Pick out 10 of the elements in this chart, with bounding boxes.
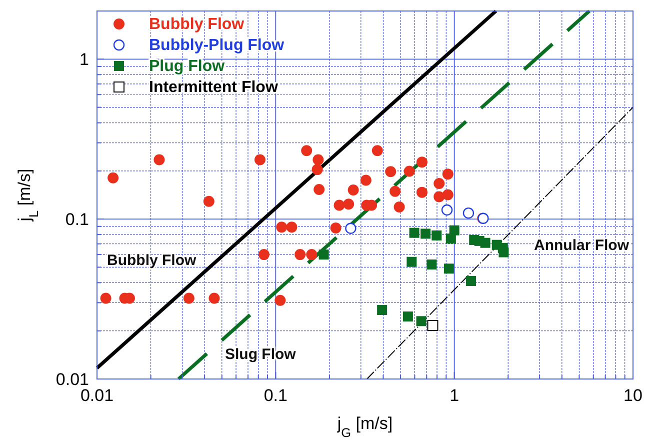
y-tick-label: 0.1 xyxy=(65,210,89,230)
x-axis-title: j$_{G}$ [m/s] xyxy=(336,414,393,440)
y-tick-label: 0.01 xyxy=(56,370,89,389)
legend-label: Bubbly Flow xyxy=(149,16,245,33)
annotation: Bubbly Flow xyxy=(107,252,196,269)
x-tick-label: 0.1 xyxy=(264,386,288,405)
x-tick-label: 0.01 xyxy=(80,386,114,405)
x-tick-label: 10 xyxy=(624,386,642,405)
x-tick-label: 1 xyxy=(450,386,460,405)
y-tick-label: 1 xyxy=(80,50,89,70)
